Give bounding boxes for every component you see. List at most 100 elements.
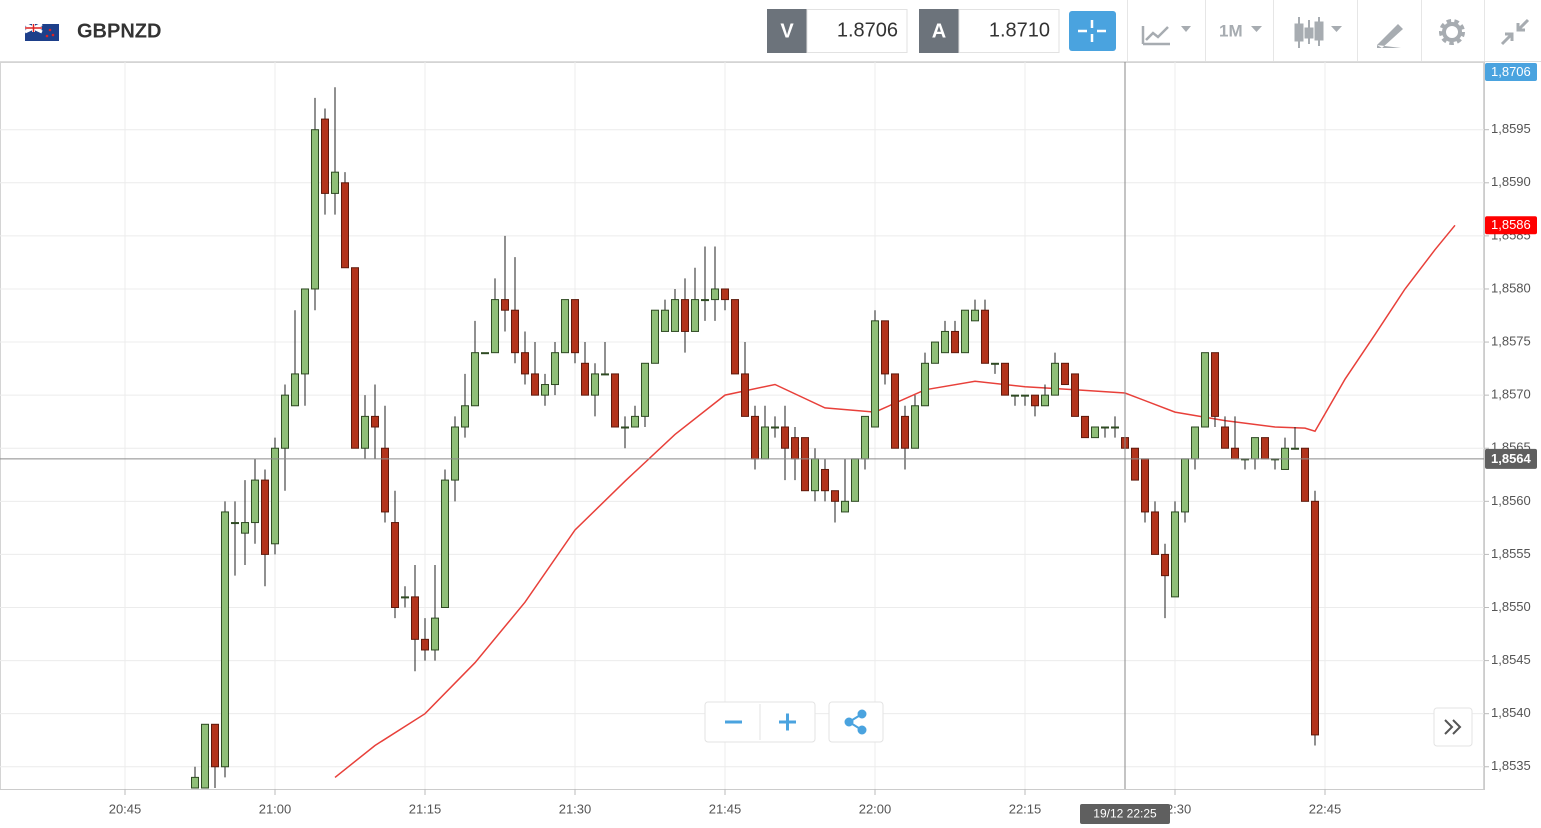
zoom-in-button[interactable] <box>779 713 796 731</box>
candle-body <box>391 522 399 609</box>
candle-body <box>461 405 469 428</box>
y-tick-label: 1,8540 <box>1491 705 1531 720</box>
collapse-button[interactable] <box>1500 18 1530 46</box>
candle-body <box>881 320 889 375</box>
buy-price: 1.8710 <box>989 19 1050 41</box>
candle-body <box>271 447 279 545</box>
buy-label: A <box>932 20 946 42</box>
y-tick-label: 1,8590 <box>1491 174 1531 189</box>
candle-body <box>501 299 509 311</box>
candle-body <box>601 373 609 376</box>
candle-body <box>361 415 369 449</box>
drawing-tools-button[interactable] <box>1377 24 1403 48</box>
candle-body <box>1111 426 1119 429</box>
candle-style-button[interactable] <box>1294 17 1342 48</box>
candle-body <box>1191 426 1199 460</box>
candle-body <box>611 373 619 428</box>
candle-body <box>1161 553 1169 577</box>
candle-body <box>441 479 449 608</box>
crosshair-x-badge <box>1080 804 1170 824</box>
candle-body <box>761 426 769 460</box>
candle-body <box>921 362 929 407</box>
symbol: GBPNZD <box>77 20 161 42</box>
flag-icon <box>24 22 59 41</box>
x-tick-label: 22:00 <box>859 801 892 816</box>
candle-body <box>691 299 699 332</box>
candle-body <box>731 299 739 375</box>
candle-body <box>191 776 199 789</box>
candle-body <box>681 299 689 332</box>
candle-body <box>671 299 679 332</box>
candle-body <box>421 638 429 651</box>
candle-body <box>961 309 969 354</box>
candle-body <box>411 596 419 640</box>
candle-body <box>511 309 519 354</box>
candle-body <box>1171 511 1179 598</box>
candle-body <box>381 447 389 513</box>
settings-button[interactable] <box>1439 19 1465 45</box>
y-tick-label: 1,8545 <box>1491 652 1531 667</box>
candle-body <box>331 171 339 194</box>
grid: 1,8535 1,8540 1,8545 1,8550 1,8555 1,8560 1,85… <box>0 62 1531 816</box>
candle-body <box>1091 426 1099 439</box>
chart-type-button[interactable] <box>1141 26 1191 46</box>
ma-value-badge <box>1485 216 1537 235</box>
candle-body <box>721 288 729 301</box>
candle-body <box>431 617 439 651</box>
candle-body <box>551 352 559 386</box>
candle-body <box>1071 373 1079 417</box>
sell-button[interactable] <box>767 9 807 53</box>
candle-body <box>1231 447 1239 460</box>
ma-value-label: 1,8586 <box>1491 217 1531 232</box>
candle-body <box>521 352 529 375</box>
sell-price-box[interactable] <box>806 9 908 53</box>
candle-body <box>631 415 639 428</box>
candle-body <box>1001 362 1009 396</box>
x-tick-label: 20:45 <box>109 801 142 816</box>
buy-button[interactable] <box>919 9 959 53</box>
candle-body <box>911 405 919 449</box>
candle-body <box>1301 447 1309 502</box>
candle-body <box>581 362 589 396</box>
candle-body <box>591 373 599 396</box>
candle-body <box>281 394 289 449</box>
current-price-label: 1,8706 <box>1491 64 1531 79</box>
crosshair-button[interactable] <box>1069 11 1116 51</box>
candle-body <box>1201 352 1209 428</box>
candle-body <box>981 309 989 364</box>
candle-body <box>861 415 869 460</box>
candle-body <box>1261 437 1269 460</box>
y-tick-label: 1,8555 <box>1491 546 1531 561</box>
candle-body <box>1291 447 1299 450</box>
candle-body <box>291 373 299 407</box>
candle-body <box>371 415 379 428</box>
candle-body <box>891 373 899 449</box>
y-tick-label: 1,8570 <box>1491 387 1531 402</box>
candle-body <box>801 437 809 492</box>
candle-body <box>321 118 329 194</box>
x-tick-label: 21:45 <box>709 801 742 816</box>
timeframe-button[interactable]: 1M <box>1219 21 1262 40</box>
candle-body <box>621 426 629 429</box>
candle-body <box>1311 500 1319 736</box>
candle-body <box>781 426 789 449</box>
candle-body <box>1221 426 1229 449</box>
candle-body <box>541 384 549 396</box>
moving-average-line <box>334 224 1456 778</box>
candle-body <box>871 320 879 428</box>
sell-label: V <box>780 20 794 42</box>
candle-body <box>1081 415 1089 439</box>
sell-price: 1.8706 <box>837 19 898 41</box>
crosshair-icon <box>1078 20 1106 42</box>
candle-body <box>1051 362 1059 396</box>
crosshair-y-label: 1,8564 <box>1491 451 1532 466</box>
candle-body <box>771 426 779 429</box>
candle-body <box>1211 352 1219 417</box>
buy-price-box[interactable] <box>958 9 1060 53</box>
candle-body <box>481 352 489 355</box>
x-tick-label: 21:30 <box>559 801 592 816</box>
candle-body <box>261 479 269 555</box>
share-button[interactable] <box>828 701 884 743</box>
candle-body <box>1101 426 1109 429</box>
